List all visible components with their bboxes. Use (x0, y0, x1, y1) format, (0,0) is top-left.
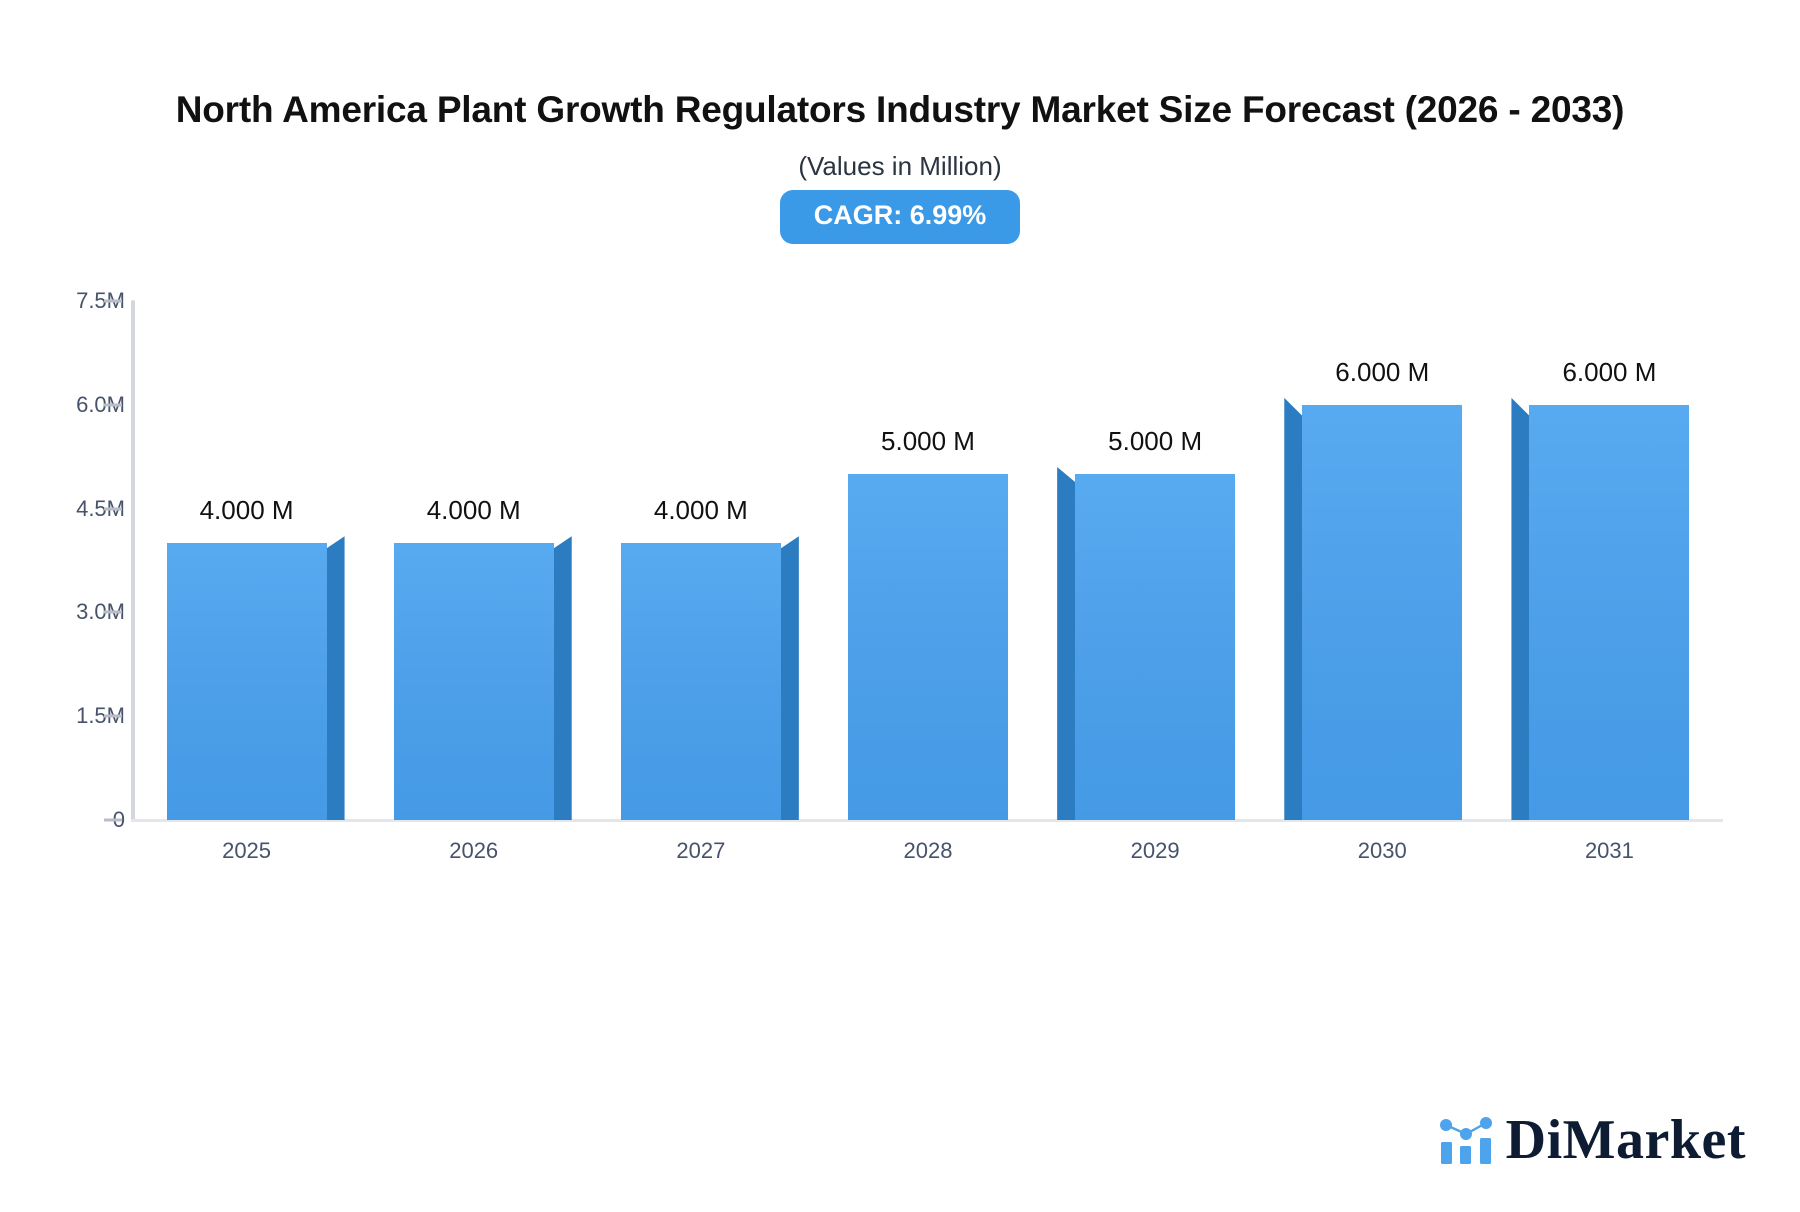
bar-value-label: 6.000 M (1335, 356, 1430, 387)
bar-value-label: 4.000 M (653, 495, 748, 526)
bar-side-face (1057, 467, 1080, 820)
bar-front-face (1529, 404, 1690, 820)
bar-2025[interactable] (166, 536, 345, 820)
bar-front-face (848, 474, 1008, 820)
bar-2027[interactable] (620, 536, 799, 820)
bar-side-face (322, 536, 345, 820)
bar-side-face (549, 536, 572, 820)
bar-front-face (1302, 404, 1463, 820)
cagr-badge-container: CAGR: 6.99% (0, 190, 1800, 244)
dimarket-logo: DiMarket (1438, 1112, 1746, 1168)
bar-value-label: 4.000 M (199, 495, 294, 526)
chart-subtitle: (Values in Million) (798, 150, 1002, 181)
bar-side-face (1284, 397, 1307, 820)
bar-value-label: 6.000 M (1562, 356, 1657, 387)
bar-2030[interactable] (1284, 397, 1463, 820)
page-title: North America Plant Growth Regulators In… (175, 89, 1625, 130)
logo-wordmark: DiMarket (1505, 1109, 1746, 1171)
chart-header: North America Plant Growth Regulators In… (0, 0, 1800, 244)
bar-2028[interactable] (848, 474, 1008, 820)
bar-front-face (620, 543, 781, 820)
bar-front-face (166, 543, 327, 820)
bar-2026[interactable] (393, 536, 572, 820)
bar-value-label: 5.000 M (1108, 426, 1203, 456)
bar-front-face (1075, 474, 1236, 820)
bar-side-face (1511, 397, 1534, 820)
bar-2029[interactable] (1057, 467, 1236, 820)
bar-value-label: 5.000 M (881, 426, 975, 456)
bar-2031[interactable] (1511, 397, 1690, 820)
bar-front-face (393, 543, 554, 820)
cagr-status-badge: CAGR: 6.99% (779, 190, 1021, 244)
bar-value-label: 4.000 M (426, 495, 521, 526)
bar-side-face (776, 536, 799, 820)
bar-chart-trend-icon (1438, 1112, 1494, 1168)
